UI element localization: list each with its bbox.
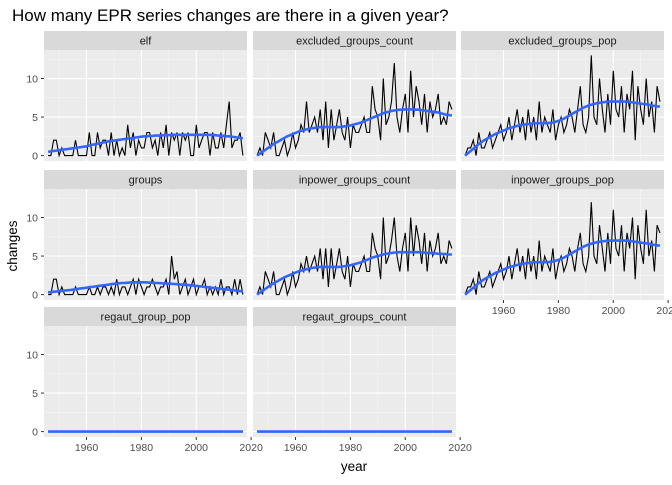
facet-panel: excluded_groups_count: [253, 31, 456, 161]
facet-strip-label: elf: [140, 36, 153, 48]
y-tick-label: 5: [32, 251, 38, 263]
y-tick-label: 5: [32, 112, 38, 124]
y-tick-label: 5: [32, 388, 38, 400]
facet-panel: inpower_groups_pop 1960 1980 2000 2020: [461, 170, 672, 317]
x-tick-label: 1980: [339, 442, 363, 454]
y-tick-label: 0: [32, 426, 38, 438]
facet-panel: elf 0 5 10: [26, 31, 247, 162]
smooth-line: [256, 250, 452, 296]
panel-background: [253, 326, 456, 437]
smooth-line: [47, 133, 244, 154]
facet-panel: inpower_groups_count: [253, 170, 456, 300]
panel-background: [253, 50, 456, 161]
facet-panel: groups 0 5 10: [26, 170, 247, 301]
y-tick-label: 10: [26, 73, 38, 85]
facet-strip: [253, 31, 456, 50]
facet-strip-label: regaut_group_pop: [101, 312, 191, 324]
facet-strip: [253, 307, 456, 326]
series-line: [48, 101, 244, 158]
series-line: [256, 217, 453, 297]
smooth-line: [464, 239, 661, 296]
x-tick-label: 1980: [547, 305, 571, 317]
facet-panel: regaut_groups_count 1960 1980 2000 2020: [253, 307, 472, 454]
panel-background: [253, 189, 456, 300]
facet-strip-label: excluded_groups_count: [296, 36, 413, 48]
facet-strip: [461, 31, 664, 50]
facet-panel: regaut_group_pop 0 5 10 1960 1980 2000 2020: [26, 307, 263, 454]
facet-panels: elf 0 5 10 excluded_groups_count excluded_gro…: [26, 31, 672, 454]
facet-strip-label: inpower_groups_pop: [511, 175, 614, 187]
y-tick-label: 0: [32, 289, 38, 301]
x-tick-label: 1960: [284, 442, 308, 454]
facet-strip: [44, 307, 247, 326]
facet-strip: [253, 170, 456, 189]
facet-strip: [44, 31, 247, 50]
panel-background: [44, 326, 247, 437]
y-tick-label: 0: [32, 150, 38, 162]
chart-title: How many EPR series changes are there in…: [12, 6, 449, 25]
x-tick-label: 2020: [656, 305, 672, 317]
facet-strip-label: groups: [129, 175, 163, 187]
y-axis-title: changes: [5, 220, 20, 271]
facet-strip-label: excluded_groups_pop: [508, 36, 616, 48]
smooth-line: [464, 100, 661, 157]
facet-strip: [44, 170, 247, 189]
series-line: [256, 63, 453, 158]
smooth-line: [256, 108, 453, 157]
x-tick-label: 1980: [130, 442, 154, 454]
x-tick-label: 2020: [239, 442, 263, 454]
facet-panel: excluded_groups_pop: [461, 31, 664, 161]
x-tick-label: 1960: [75, 442, 99, 454]
x-axis-title: year: [341, 459, 368, 474]
y-tick-label: 10: [26, 212, 38, 224]
x-tick-label: 1960: [492, 305, 516, 317]
x-tick-label: 2020: [448, 442, 472, 454]
facet-strip-label: inpower_groups_count: [299, 175, 410, 187]
facet-strip: [461, 170, 664, 189]
x-tick-label: 2000: [185, 442, 209, 454]
y-tick-label: 10: [26, 349, 38, 361]
x-tick-label: 2000: [602, 305, 626, 317]
smooth-line: [48, 280, 244, 294]
x-tick-label: 2000: [394, 442, 418, 454]
facet-strip-label: regaut_groups_count: [303, 312, 407, 324]
